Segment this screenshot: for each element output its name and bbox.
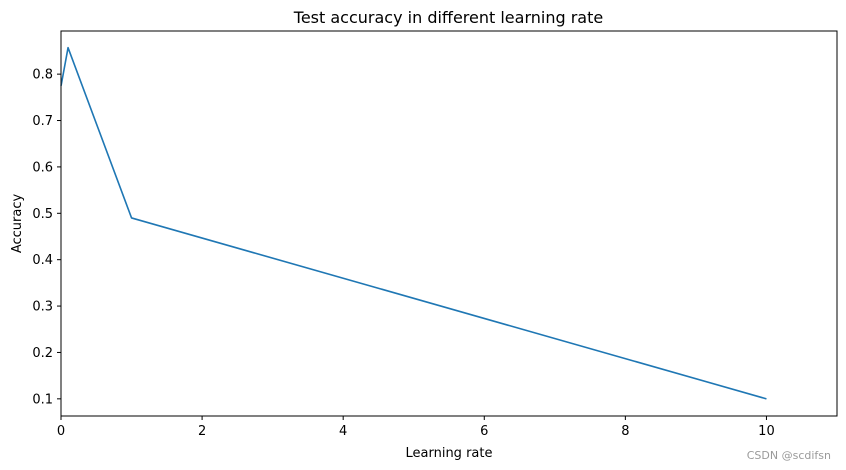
chart-title: Test accuracy in different learning rate bbox=[293, 8, 603, 27]
x-axis-label: Learning rate bbox=[406, 446, 493, 461]
series-line bbox=[60, 46, 767, 400]
y-tick-label: 0.5 bbox=[32, 207, 53, 222]
x-tick-label: 8 bbox=[621, 424, 629, 439]
y-tick-label: 0.2 bbox=[32, 346, 53, 361]
y-axis-ticks: 0.1 0.2 0.3 0.4 0.5 0.6 0.7 0.8 bbox=[32, 68, 61, 407]
watermark-text: CSDN @scdifsn bbox=[747, 449, 831, 462]
y-tick-label: 0.4 bbox=[32, 253, 53, 268]
y-tick-label: 0.7 bbox=[32, 114, 53, 129]
y-tick-label: 0.3 bbox=[32, 300, 53, 315]
x-tick-label: 2 bbox=[198, 424, 206, 439]
y-tick-label: 0.6 bbox=[32, 160, 53, 175]
x-tick-label: 10 bbox=[758, 424, 775, 439]
x-tick-label: 4 bbox=[339, 424, 347, 439]
x-axis-ticks: 0 2 4 6 8 10 bbox=[57, 416, 775, 439]
x-tick-label: 6 bbox=[480, 424, 488, 439]
plot-frame bbox=[60, 30, 838, 417]
y-tick-label: 0.1 bbox=[32, 392, 53, 407]
x-tick-label: 0 bbox=[57, 424, 65, 439]
y-axis-label: Accuracy bbox=[10, 194, 25, 254]
y-tick-label: 0.8 bbox=[32, 68, 53, 83]
